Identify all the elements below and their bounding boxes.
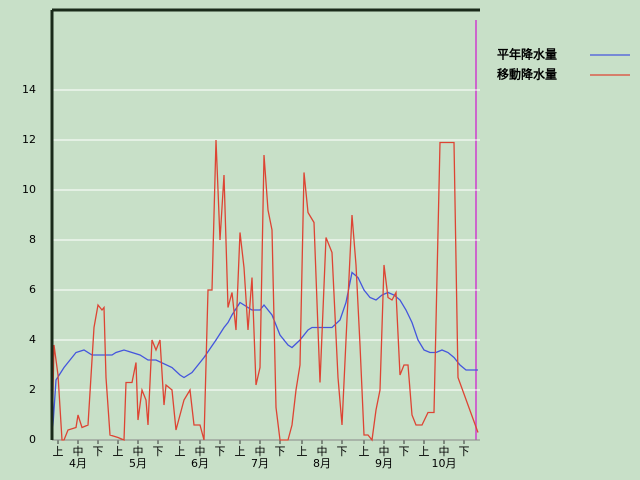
x-tick-label: 上	[359, 445, 370, 458]
x-tick-label: 中	[195, 445, 206, 458]
x-tick-label: 中	[255, 445, 266, 458]
x-tick-label: 下	[215, 445, 226, 458]
x-tick-label: 上	[235, 445, 246, 458]
x-tick-label: 下	[337, 445, 348, 458]
x-tick-label: 中	[73, 445, 84, 458]
legend-label: 平年降水量	[497, 47, 557, 62]
y-tick-label: 2	[29, 383, 36, 396]
month-label: 8月	[313, 457, 331, 470]
x-tick-label: 下	[153, 445, 164, 458]
x-tick-label: 下	[459, 445, 470, 458]
y-tick-label: 6	[29, 283, 36, 296]
month-label: 7月	[251, 457, 269, 470]
series-line	[51, 139, 479, 442]
x-tick-label: 上	[175, 445, 186, 458]
month-label: 10月	[432, 457, 457, 470]
x-tick-label: 中	[379, 445, 390, 458]
series-line	[51, 271, 478, 441]
y-tick-label: 10	[22, 183, 36, 196]
legend-label: 移動降水量	[497, 67, 557, 82]
x-tick-label: 上	[297, 445, 308, 458]
x-tick-label: 中	[317, 445, 328, 458]
month-label: 5月	[129, 457, 147, 470]
y-tick-label: 8	[29, 233, 36, 246]
x-tick-label: 中	[439, 445, 450, 458]
month-label: 6月	[191, 457, 209, 470]
y-tick-label: 12	[22, 133, 36, 146]
y-tick-label: 14	[22, 83, 36, 96]
x-tick-label: 上	[419, 445, 430, 458]
x-tick-label: 下	[399, 445, 410, 458]
month-label: 9月	[375, 457, 393, 470]
x-tick-label: 上	[53, 445, 64, 458]
y-tick-label: 0	[29, 433, 36, 446]
y-tick-label: 4	[29, 333, 36, 346]
x-tick-label: 下	[93, 445, 104, 458]
x-tick-label: 上	[113, 445, 124, 458]
x-tick-label: 下	[275, 445, 286, 458]
x-tick-label: 中	[133, 445, 144, 458]
month-label: 4月	[69, 457, 87, 470]
